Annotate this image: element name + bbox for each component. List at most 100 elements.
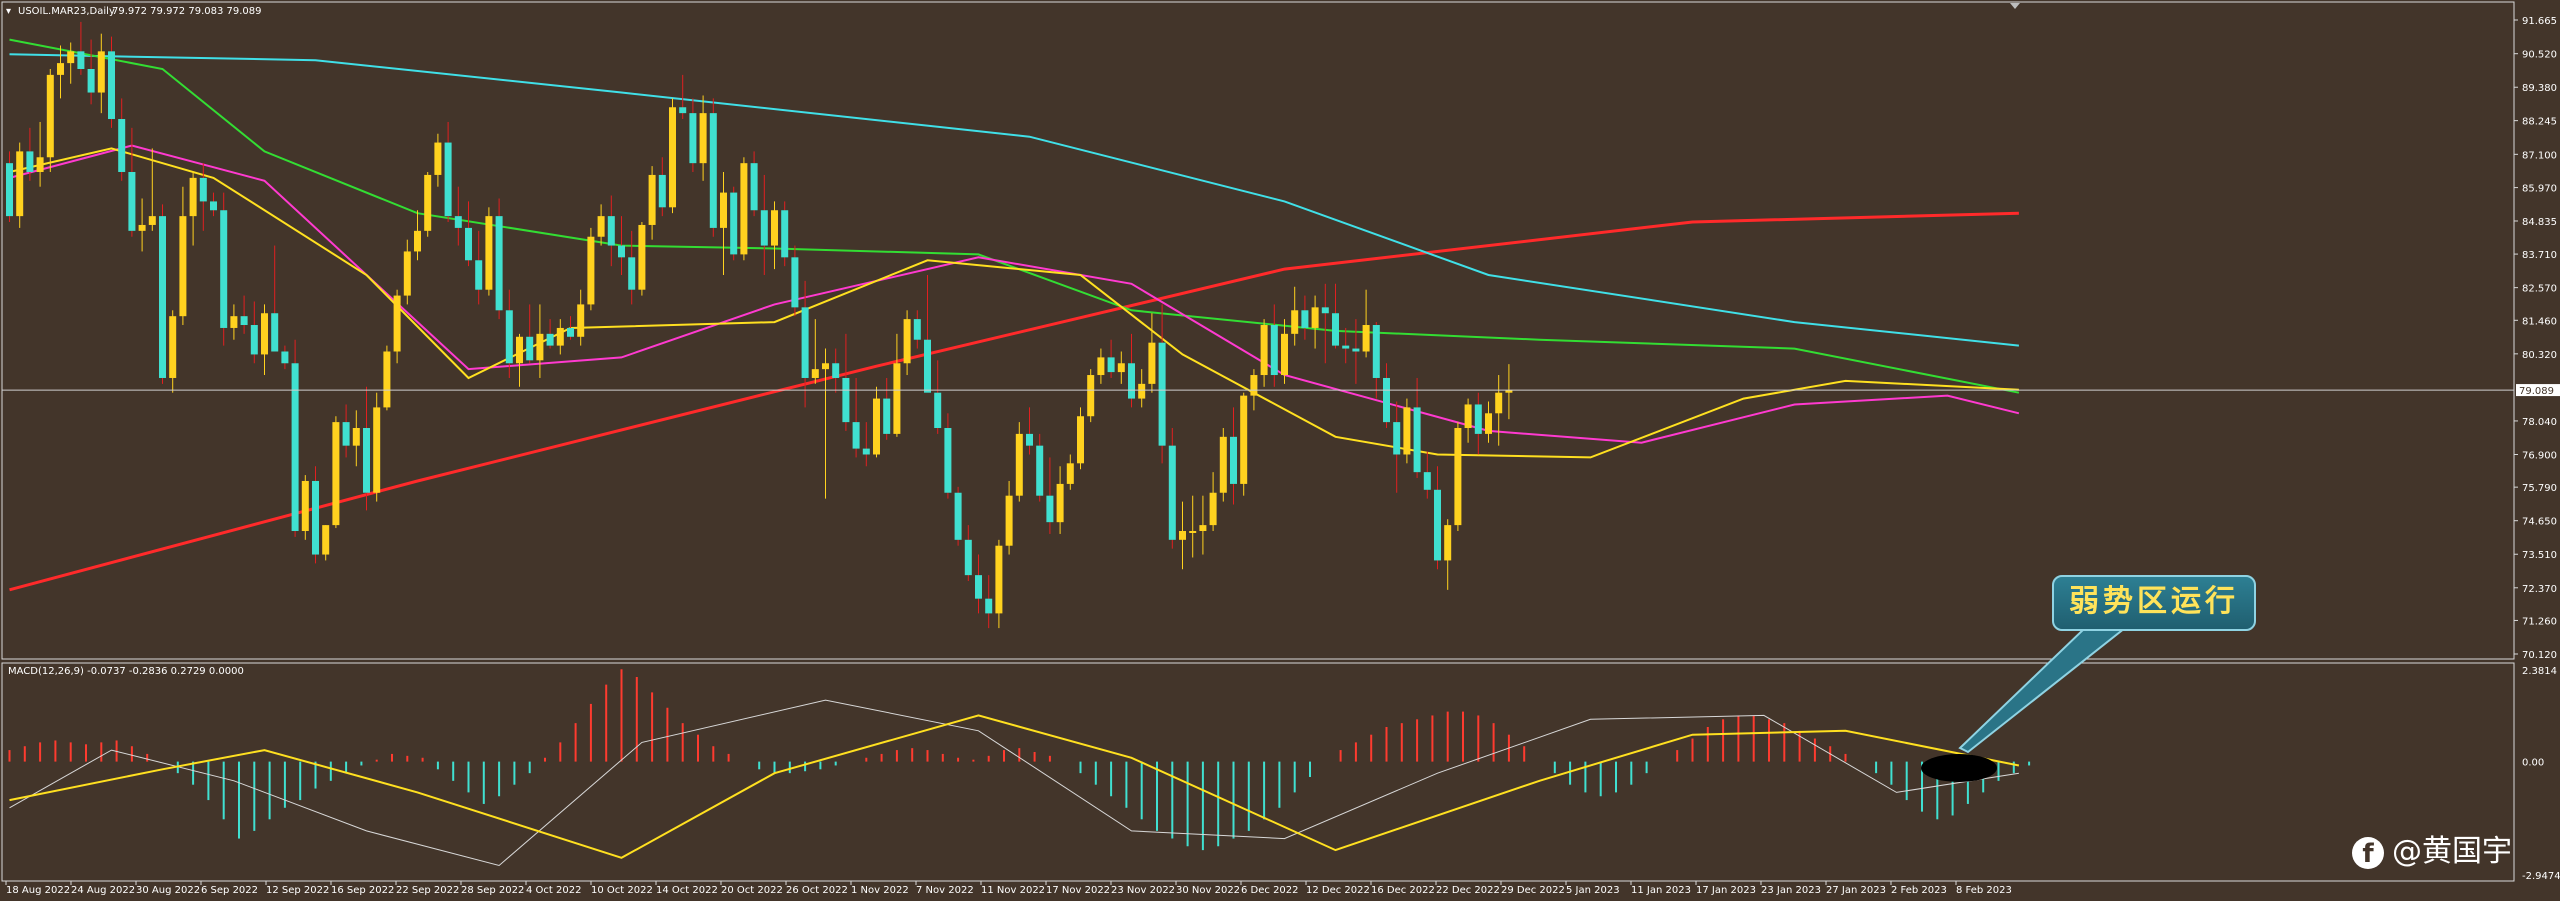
candle-bear <box>750 163 758 211</box>
candle-bear <box>465 227 472 261</box>
candle-bear <box>883 398 891 434</box>
candle-bull <box>1199 525 1207 531</box>
candle-bull <box>1219 436 1227 493</box>
moving-average-line <box>9 53 2020 347</box>
candle-bear <box>220 210 228 328</box>
candle-bull <box>893 363 901 434</box>
candle-bull <box>322 525 330 555</box>
price-tick-label: 78.040 <box>2522 417 2557 428</box>
price-tick-label: 76.900 <box>2522 450 2557 461</box>
macd-indicator: 2.3814 0.00 -2.9474 <box>8 666 2560 882</box>
candle-bear <box>495 216 503 311</box>
date-tick-label: 27 Jan 2023 <box>1826 885 1886 896</box>
candle-bear <box>709 113 717 228</box>
candle-bull <box>332 422 340 526</box>
date-tick-label: 11 Jan 2023 <box>1631 885 1691 896</box>
candle-bear <box>1026 433 1033 446</box>
candle-bear <box>210 201 217 211</box>
candle-bull <box>97 51 105 93</box>
date-tick-label: 8 Feb 2023 <box>1956 885 2012 896</box>
candle-bear <box>791 257 799 308</box>
candle-bear <box>781 210 789 258</box>
candle-bear <box>1342 345 1350 349</box>
candle-bull <box>740 163 748 255</box>
candle-bull <box>67 51 75 64</box>
candle-bull <box>1138 383 1146 399</box>
highlight-ellipse <box>1921 754 1997 782</box>
candle-bear <box>852 422 860 449</box>
candle-bear <box>1474 404 1482 434</box>
price-tick-label: 74.650 <box>2522 517 2557 528</box>
candle-bear <box>240 316 248 326</box>
candle-bear <box>628 257 636 290</box>
date-tick-label: 11 Nov 2022 <box>981 885 1045 896</box>
candle-bear <box>291 363 299 531</box>
candle-bear <box>1352 348 1360 352</box>
candle-bear <box>1168 445 1176 540</box>
candle-bull <box>1495 392 1503 414</box>
candle-bull <box>1097 357 1105 376</box>
candle-bear <box>934 392 942 429</box>
candle-bull <box>1291 310 1299 334</box>
candle-bear <box>342 422 350 446</box>
candle-bear <box>944 428 952 493</box>
date-tick-label: 30 Nov 2022 <box>1176 885 1240 896</box>
date-tick-label: 2 Feb 2023 <box>1891 885 1947 896</box>
candle-bear <box>862 448 870 455</box>
candle-bear <box>281 351 289 364</box>
candle-bear <box>250 325 258 355</box>
candle-bear <box>1383 377 1390 423</box>
watermark: f @黄国宇 <box>2352 826 2512 870</box>
candle-bull <box>1485 413 1492 434</box>
candle-bull <box>516 336 523 364</box>
date-tick-label: 17 Jan 2023 <box>1696 885 1756 896</box>
candle-bull <box>699 113 707 164</box>
candle-bull <box>169 316 177 378</box>
candle-bear <box>312 480 319 555</box>
candle-bull <box>189 177 197 217</box>
candle-bear <box>546 333 554 346</box>
candle-bear <box>1413 407 1421 473</box>
candle-bull <box>1260 325 1268 376</box>
candle-bull <box>587 236 595 305</box>
candle-bear <box>1434 489 1441 561</box>
candle-bull <box>1117 363 1125 373</box>
candle-bear <box>689 113 697 164</box>
moving-average-line <box>9 38 2020 394</box>
candle-bear <box>760 210 768 246</box>
annotation-callout: 弱势区运行 <box>2052 575 2256 631</box>
candle-bear <box>954 492 962 540</box>
candle-bull <box>873 398 880 455</box>
candle-bear <box>975 575 982 599</box>
scroll-marker-icon[interactable] <box>2010 3 2020 9</box>
collapse-arrow-icon[interactable]: ▾ <box>6 6 11 17</box>
moving-average-line <box>9 147 2019 459</box>
candle-bull <box>1056 483 1064 523</box>
price-tick-label: 83.710 <box>2522 250 2557 261</box>
candle-bull <box>424 174 432 231</box>
candle-bull <box>179 216 187 317</box>
date-tick-label: 18 Aug 2022 <box>6 885 70 896</box>
candle-bear <box>1423 472 1431 490</box>
price-tick-label: 71.260 <box>2522 616 2557 627</box>
macd-pane-frame <box>1 662 2515 882</box>
candle-bear <box>1107 357 1115 373</box>
candle-bull <box>1464 404 1472 429</box>
price-tick-label: 72.370 <box>2522 584 2557 595</box>
macd-signal-line <box>9 714 2020 859</box>
candle-bull <box>403 251 411 296</box>
candle-bull <box>1444 525 1452 561</box>
candle-bull <box>1066 463 1074 484</box>
candle-bull <box>577 304 585 337</box>
price-tick-label: 89.380 <box>2522 83 2557 94</box>
candle-bear <box>801 307 809 378</box>
candle-bull <box>383 351 391 408</box>
date-tick-label: 12 Dec 2022 <box>1306 885 1370 896</box>
date-tick-label: 16 Sep 2022 <box>331 885 394 896</box>
candle-bear <box>475 260 483 290</box>
candle-bear <box>1332 313 1339 346</box>
candle-bull <box>669 107 676 208</box>
date-tick-label: 7 Nov 2022 <box>916 885 974 896</box>
